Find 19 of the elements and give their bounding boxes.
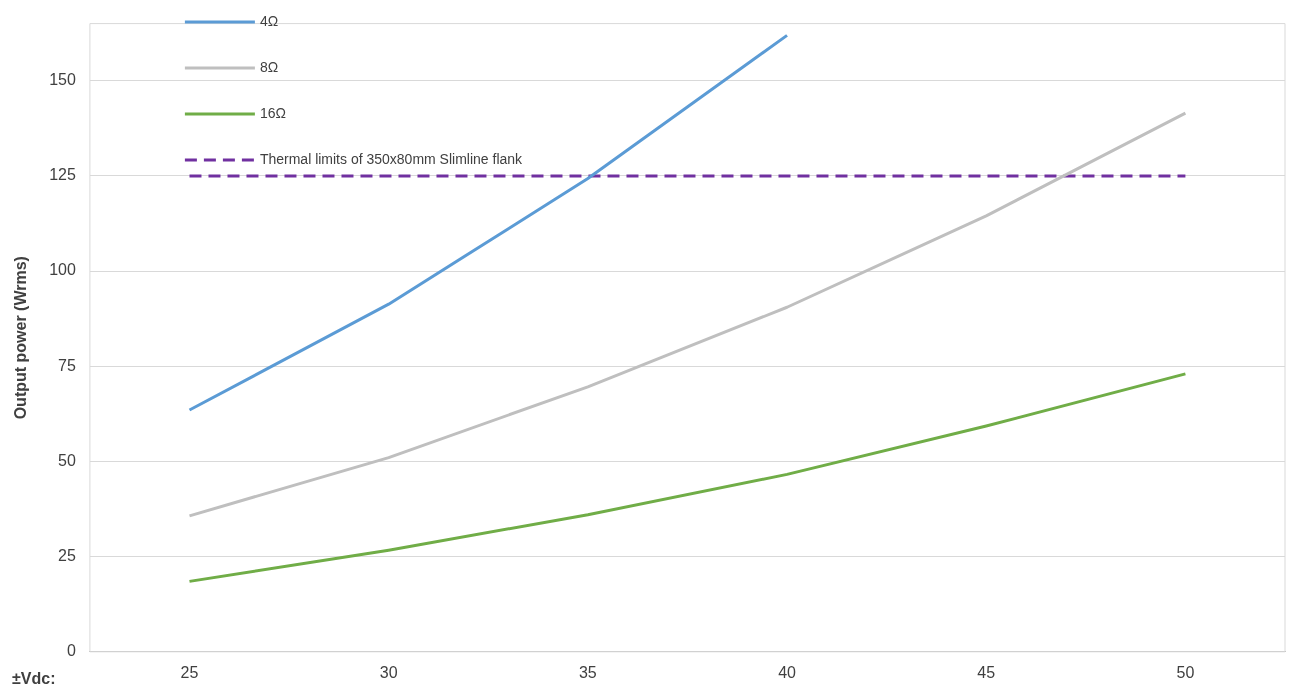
y-tick-label: 25 bbox=[58, 547, 76, 565]
y-tick-label: 0 bbox=[66, 642, 76, 660]
legend-label: 4Ω bbox=[259, 12, 279, 29]
x-tick-label: 40 bbox=[778, 663, 797, 681]
x-tick-label: 35 bbox=[578, 663, 597, 681]
x-axis-title: ±Vdc: bbox=[12, 670, 56, 688]
y-tick-label: 150 bbox=[49, 71, 76, 89]
y-axis-title: Output power (Wrms) bbox=[12, 256, 30, 420]
x-tick-label: 25 bbox=[180, 663, 199, 681]
legend-label: 16Ω bbox=[259, 104, 286, 121]
x-tick-label: 50 bbox=[1176, 663, 1195, 681]
y-tick-label: 100 bbox=[49, 261, 76, 279]
y-tick-label: 75 bbox=[58, 356, 76, 374]
legend-label: 8Ω bbox=[259, 58, 279, 75]
y-tick-label: 125 bbox=[49, 166, 76, 184]
x-tick-label: 30 bbox=[379, 663, 398, 681]
y-tick-label: 50 bbox=[58, 451, 76, 469]
x-tick-label: 45 bbox=[977, 663, 996, 681]
legend-label: Thermal limits of 350x80mm Slimline flank bbox=[259, 150, 524, 167]
